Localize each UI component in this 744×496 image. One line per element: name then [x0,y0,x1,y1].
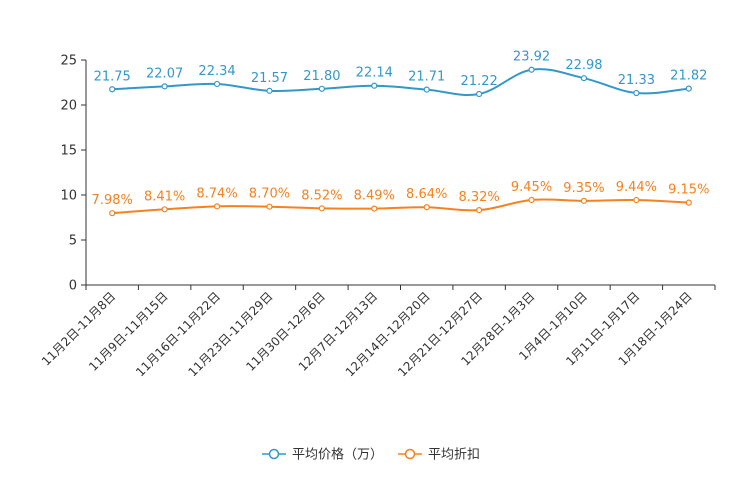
y-tick-label: 0 [69,279,77,294]
data-point[interactable] [161,206,168,213]
data-point[interactable] [161,83,168,90]
data-point[interactable] [109,210,116,217]
data-point[interactable] [633,89,640,97]
data-point[interactable] [371,205,378,212]
data-point[interactable] [633,196,640,204]
data-label: 21.57 [251,71,288,86]
data-label: 21.75 [94,69,131,84]
y-tick-label: 25 [60,54,77,69]
data-point[interactable] [266,203,273,210]
legend-circle-marker [404,448,416,460]
data-point[interactable] [685,85,692,92]
data-label: 22.07 [146,66,183,81]
legend-item-1[interactable]: 平均价格（万） [262,447,383,463]
series-line [112,198,689,215]
data-point[interactable] [213,203,221,210]
legend-label: 平均折扣 [428,448,480,463]
data-point[interactable] [423,86,430,93]
y-tick-label: 20 [60,99,77,114]
data-label: 8.32% [458,190,499,205]
data-point[interactable] [318,85,325,92]
y-tick-label: 10 [60,189,77,204]
data-point[interactable] [685,199,692,206]
data-label: 23.92 [513,50,550,65]
data-point[interactable] [266,87,273,94]
data-label: 9.15% [668,183,709,198]
data-label: 21.80 [303,69,340,84]
data-label: 22.34 [198,64,235,79]
data-label: 21.22 [461,74,498,89]
series-line [112,68,689,97]
y-tick-label: 5 [69,234,77,249]
data-point[interactable] [476,90,483,98]
series-layer: 21.75 22.07 22.34 21.57 21.80 22.14 21.71 21.22… [92,50,709,217]
data-point[interactable] [476,207,483,214]
data-label: 7.98% [92,193,133,208]
data-point[interactable] [528,66,535,73]
data-label: 8.64% [406,187,447,202]
data-point[interactable] [371,82,378,89]
data-point[interactable] [580,197,588,204]
data-label: 8.49% [354,189,395,204]
series-2: 7.98% 8.41% 8.74% 8.70% 8.52% 8.49% 8.64% 8.32%… [92,180,709,217]
data-point[interactable] [213,80,221,88]
data-label: 8.41% [144,189,185,204]
series-1: 21.75 22.07 22.34 21.57 21.80 22.14 21.71 21.22… [94,50,707,98]
legend-circle-marker [268,448,280,460]
data-label: 21.71 [408,70,445,85]
data-label: 21.82 [670,69,707,84]
data-label: 9.45% [511,180,552,195]
legend-item-2[interactable]: 平均折扣 [398,448,480,463]
data-point[interactable] [109,86,116,93]
data-point[interactable] [318,205,325,212]
data-label: 8.74% [196,186,237,201]
data-label: 8.70% [249,187,290,202]
data-point[interactable] [580,75,588,82]
legend[interactable]: 平均价格（万） 平均折扣 [262,447,480,463]
y-tick-label: 15 [60,144,77,159]
data-label: 9.35% [563,181,604,196]
data-label: 21.33 [618,73,655,88]
data-label: 9.44% [616,180,657,195]
data-label: 22.14 [356,66,393,81]
data-point[interactable] [423,204,430,211]
axes: 051015202511月2日-11月8日11月9日-11月15日11月16日-… [39,54,716,379]
data-point[interactable] [528,196,535,204]
legend-label: 平均价格（万） [292,447,383,463]
data-label: 8.52% [301,188,342,203]
data-label: 22.98 [565,58,602,73]
